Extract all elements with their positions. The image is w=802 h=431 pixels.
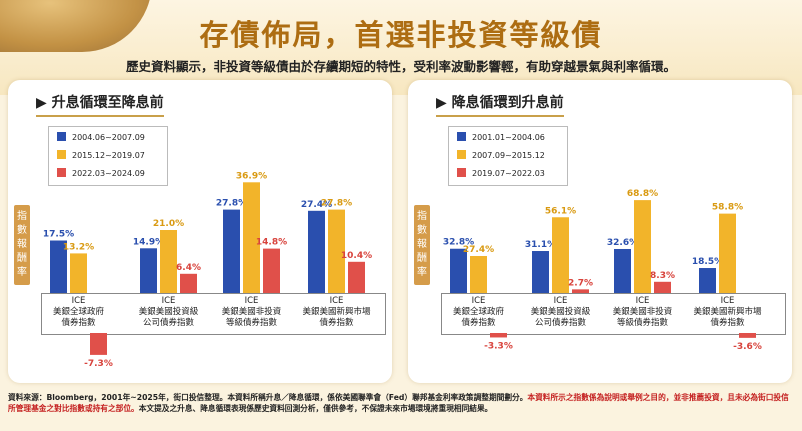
bar bbox=[243, 182, 260, 293]
category-label: ICE 美銀美國新興市場 債券指數 bbox=[693, 296, 762, 328]
data-label: 36.9% bbox=[236, 171, 267, 181]
bar bbox=[699, 268, 716, 293]
category-label: ICE 美銀美國投資級 公司債券指數 bbox=[138, 296, 199, 328]
data-label: 14.9% bbox=[133, 237, 164, 247]
data-label: -7.3% bbox=[84, 359, 113, 369]
bar bbox=[328, 209, 345, 293]
data-label: -3.6% bbox=[733, 342, 762, 352]
data-label: 27.4% bbox=[301, 200, 332, 210]
data-label: 32.8% bbox=[443, 238, 474, 248]
data-label: 56.1% bbox=[545, 206, 576, 216]
category-label: ICE 美銀美國非投資 等級債券指數 bbox=[221, 296, 282, 328]
data-label: 27.8% bbox=[321, 199, 352, 209]
bar bbox=[348, 261, 365, 293]
data-label: 32.6% bbox=[607, 238, 638, 248]
y-axis-label: 指數報酬率 bbox=[14, 205, 30, 285]
bar bbox=[160, 230, 177, 293]
data-label: 31.1% bbox=[525, 240, 556, 250]
bar bbox=[140, 248, 157, 293]
data-label: 8.3% bbox=[650, 271, 675, 281]
category-label: ICE 美銀全球政府 債券指數 bbox=[452, 296, 504, 328]
data-label: 27.4% bbox=[463, 245, 494, 255]
category-label: ICE 美銀美國非投資 等級債券指數 bbox=[612, 296, 673, 328]
data-label: 13.2% bbox=[63, 242, 94, 252]
legend-item: 2004.06~2007.09 bbox=[57, 132, 145, 144]
bar bbox=[572, 289, 589, 293]
chart-panel-hike: ▶ 升息循環至降息前 2004.06~2007.09 2015.12~2019.… bbox=[8, 80, 392, 383]
bar bbox=[490, 333, 507, 338]
bar-chart: 17.5% 13.2% -7.3% 14.9% 21.0% 6.4% 27.8% 36.9% 1… bbox=[43, 171, 372, 369]
bar bbox=[90, 333, 107, 355]
category-label: ICE 美銀美國新興市場 債券指數 bbox=[302, 296, 371, 328]
data-label: 2.7% bbox=[568, 278, 593, 288]
bar bbox=[719, 213, 736, 293]
bar bbox=[552, 217, 569, 293]
bar bbox=[263, 248, 280, 293]
data-label: 10.4% bbox=[341, 251, 372, 261]
bar-chart: 32.8%27.4% -3.3% 31.1% 56.1% 2.7% 32.6% 68.8% 8… bbox=[443, 189, 762, 352]
chart-panel-cut: ▶ 降息循環到升息前 2001.01~2004.06 2007.09~2015.… bbox=[408, 80, 792, 383]
data-label: 58.8% bbox=[712, 203, 743, 213]
category-label: ICE 美銀全球政府 債券指數 bbox=[52, 296, 104, 328]
data-label: 27.8% bbox=[216, 199, 247, 209]
bar bbox=[634, 200, 651, 293]
data-label: 14.8% bbox=[256, 238, 287, 248]
bar bbox=[532, 251, 549, 293]
page-subtitle: 歷史資料顯示，非投資等級債由於存續期短的特性，受利率波動影響輕，有助穿越景氣與利… bbox=[125, 59, 676, 74]
bar bbox=[308, 210, 325, 293]
legend-item: 2015.12~2019.07 bbox=[57, 150, 145, 162]
data-label: 21.0% bbox=[153, 219, 184, 229]
category-box bbox=[441, 293, 786, 335]
legend-item: 2001.01~2004.06 bbox=[457, 132, 545, 144]
legend-item: 2007.09~2015.12 bbox=[457, 150, 545, 162]
bar bbox=[470, 256, 487, 293]
panel-title: ▶ 降息循環到升息前 bbox=[436, 92, 564, 117]
page-title: 存債佈局，首選非投資等級債 bbox=[199, 18, 603, 52]
bar bbox=[223, 209, 240, 293]
bar bbox=[50, 240, 67, 293]
bar bbox=[739, 333, 756, 338]
data-label: -3.3% bbox=[484, 341, 513, 351]
data-label: 17.5% bbox=[43, 230, 74, 240]
bar bbox=[450, 248, 467, 293]
bar bbox=[70, 253, 87, 293]
data-label: 18.5% bbox=[692, 257, 723, 267]
footnote: 資料來源：Bloomberg，2001年~2025年，街口投信整理。本資料所稱升… bbox=[8, 393, 789, 413]
category-label: ICE 美銀美國投資級 公司債券指數 bbox=[530, 296, 591, 328]
legend-item: 2019.07~2022.03 bbox=[457, 168, 545, 180]
panel-title: ▶ 升息循環至降息前 bbox=[36, 92, 164, 117]
bar bbox=[180, 273, 197, 293]
legend-item: 2022.03~2024.09 bbox=[57, 168, 145, 180]
bar bbox=[654, 281, 671, 293]
data-label: 6.4% bbox=[176, 263, 201, 273]
bar bbox=[614, 248, 631, 293]
legend: 2004.06~2007.09 2015.12~2019.07 2022.03~… bbox=[48, 126, 168, 186]
category-box bbox=[41, 293, 386, 335]
data-label: 68.8% bbox=[627, 189, 658, 199]
legend: 2001.01~2004.06 2007.09~2015.12 2019.07~… bbox=[448, 126, 568, 186]
y-axis-label: 指數報酬率 bbox=[414, 205, 430, 285]
